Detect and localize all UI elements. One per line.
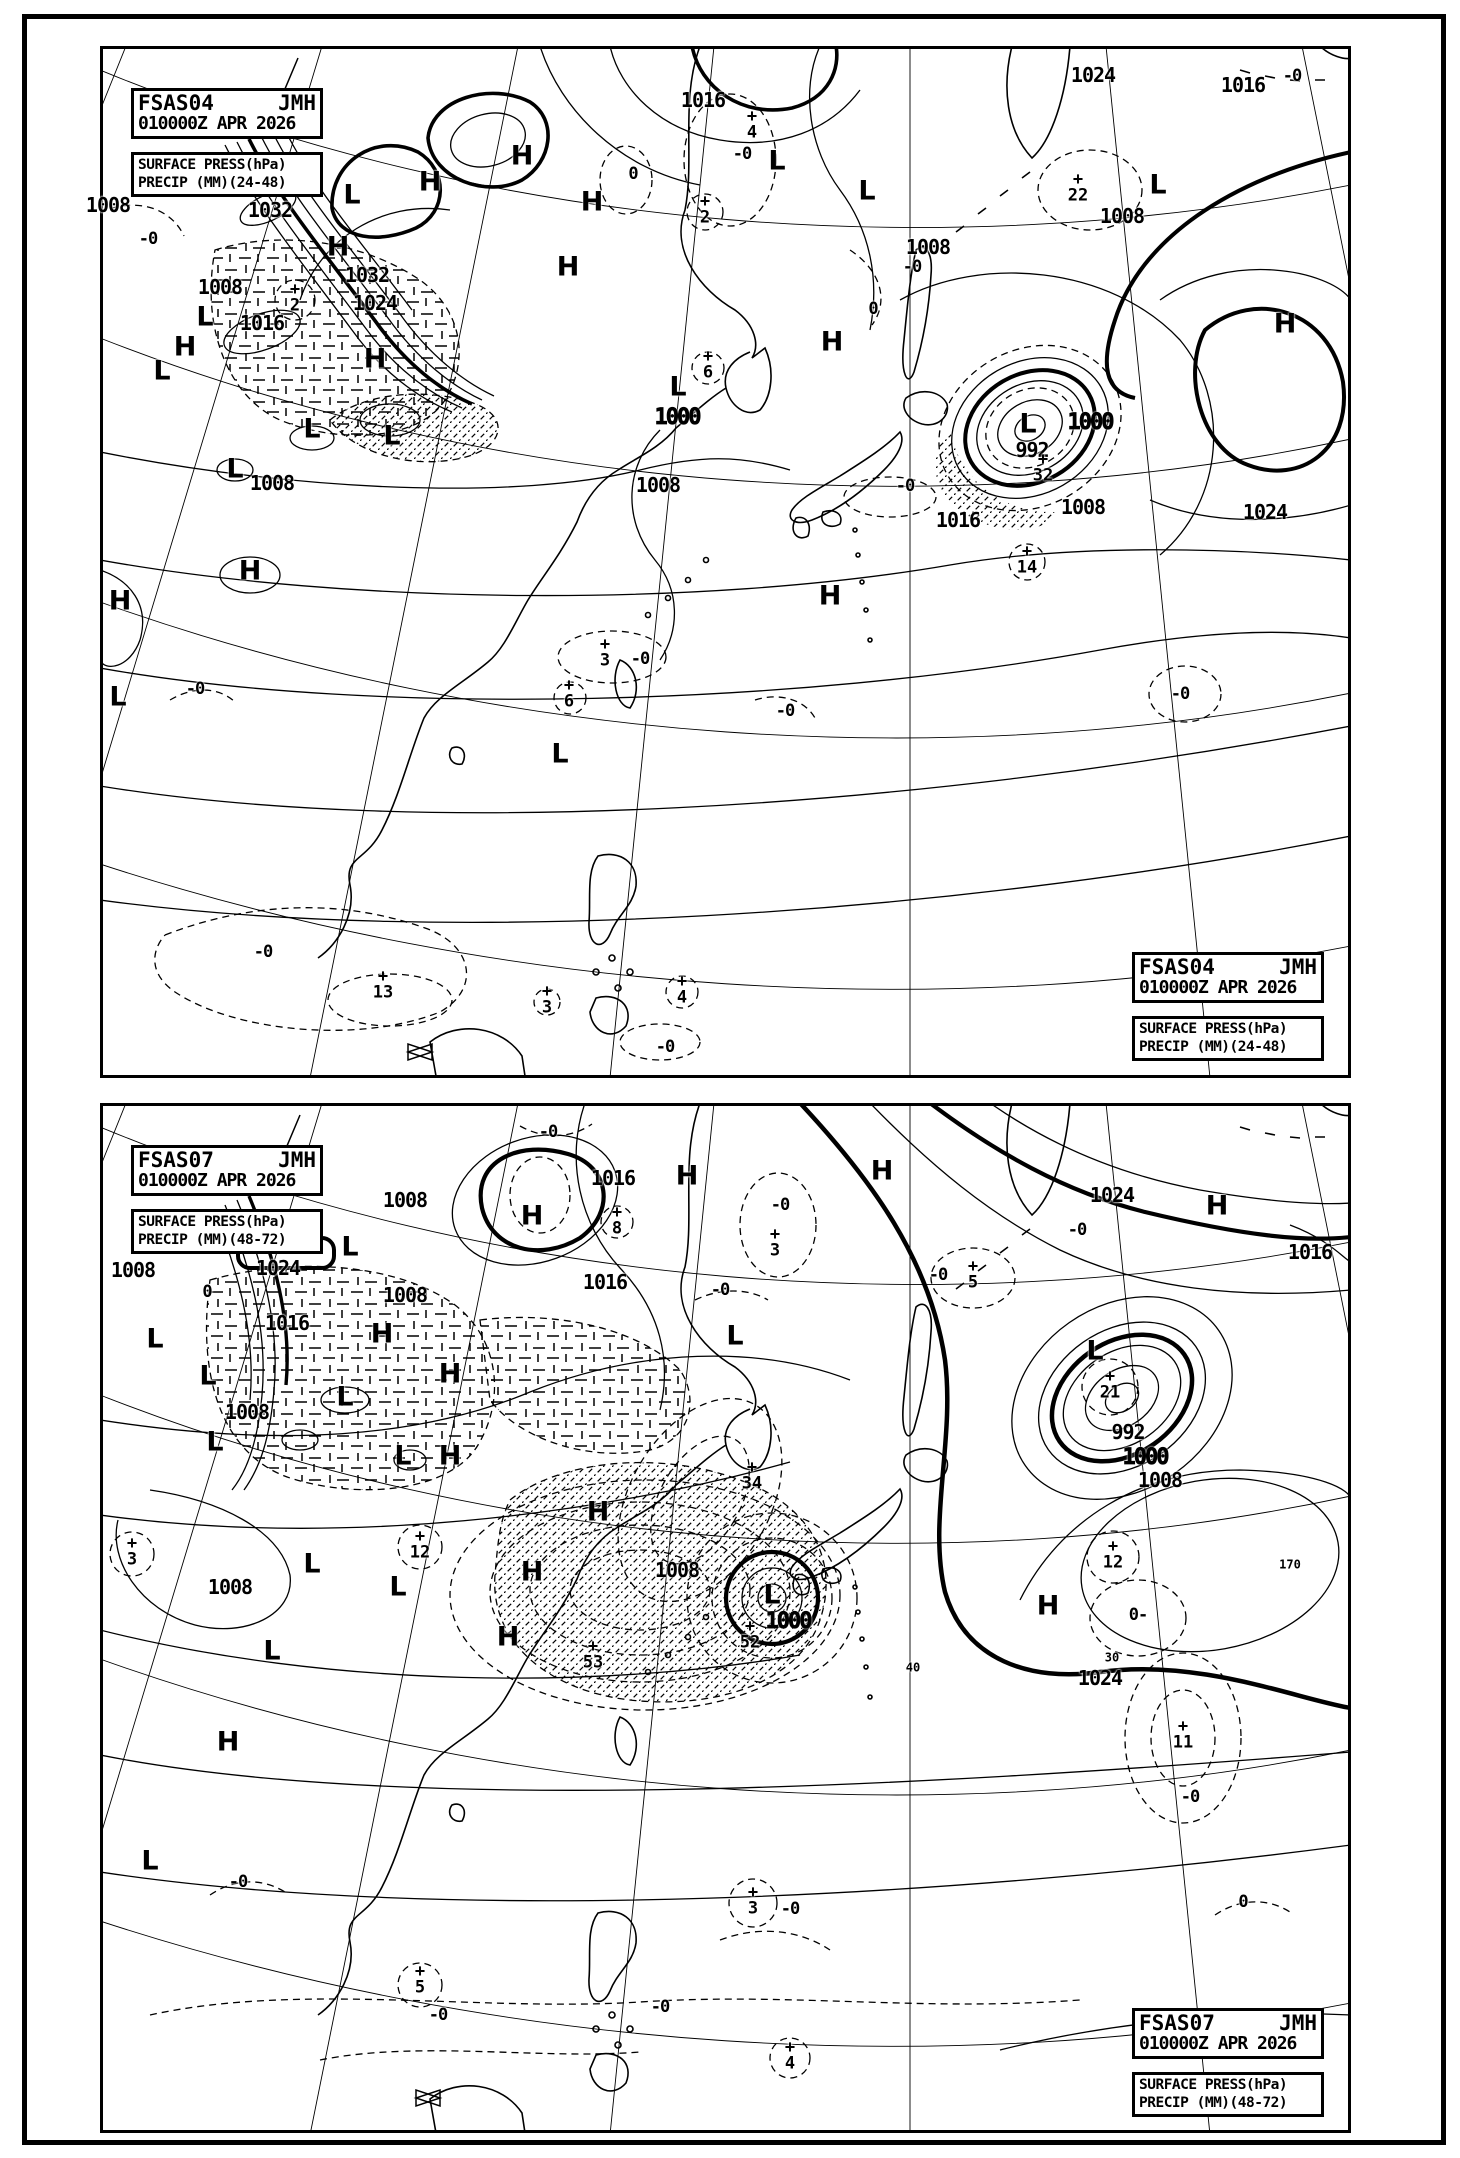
station-id: JMH xyxy=(278,1148,316,1172)
panel2-precip xyxy=(110,1124,1290,2078)
station-id: JMH xyxy=(1279,2011,1317,2035)
panel-fsas04 xyxy=(100,46,1351,1078)
station-id: JMH xyxy=(1279,955,1317,979)
panel1-marks xyxy=(282,58,432,1060)
panel2-map xyxy=(103,1106,1348,2130)
field-precip: PRECIP (MM)(48-72) xyxy=(1139,2095,1288,2112)
panel1-field-box: SURFACE PRESS(hPa) PRECIP (MM)(24-48) xyxy=(131,152,323,198)
panel1-title-box-br: FSAS04 JMH 010000Z APR 2026 xyxy=(1132,952,1324,1003)
field-press: SURFACE PRESS(hPa) xyxy=(1139,1021,1288,1037)
panel1-field-box-br: SURFACE PRESS(hPa) PRECIP (MM)(24-48) xyxy=(1132,1016,1324,1062)
chart-datetime: 010000Z APR 2026 xyxy=(138,113,296,135)
outer-frame xyxy=(22,14,1446,2145)
panel-fsas07 xyxy=(100,1103,1351,2133)
chart-datetime: 010000Z APR 2026 xyxy=(1139,977,1297,999)
panel2-field-box: SURFACE PRESS(hPa) PRECIP (MM)(48-72) xyxy=(131,1209,323,1255)
station-id: JMH xyxy=(278,91,316,115)
panel1-title-box: FSAS04 JMH 010000Z APR 2026 xyxy=(131,88,323,139)
panel2-title-box-br: FSAS07 JMH 010000Z APR 2026 xyxy=(1132,2008,1324,2059)
field-precip: PRECIP (MM)(24-48) xyxy=(138,175,287,192)
panel2-field-box-br: SURFACE PRESS(hPa) PRECIP (MM)(48-72) xyxy=(1132,2072,1324,2118)
panel2-marks xyxy=(284,1115,440,2106)
chart-id: FSAS07 xyxy=(138,1148,214,1172)
panel2-title-box: FSAS07 JMH 010000Z APR 2026 xyxy=(131,1145,323,1196)
bowtie-mark xyxy=(408,1044,432,1060)
bowtie-mark xyxy=(416,2090,440,2106)
field-precip: PRECIP (MM)(48-72) xyxy=(138,1232,287,1249)
field-press: SURFACE PRESS(hPa) xyxy=(1139,2077,1288,2093)
chart-datetime: 010000Z APR 2026 xyxy=(1139,2033,1297,2055)
chart-id: FSAS04 xyxy=(138,91,214,115)
panel1-map xyxy=(100,49,1348,1075)
field-precip: PRECIP (MM)(24-48) xyxy=(1139,1039,1288,1056)
chart-id: FSAS04 xyxy=(1139,955,1215,979)
field-press: SURFACE PRESS(hPa) xyxy=(138,157,287,173)
chart-datetime: 010000Z APR 2026 xyxy=(138,1170,296,1192)
chart-id: FSAS07 xyxy=(1139,2011,1215,2035)
panel1-precip xyxy=(100,94,1221,1060)
field-press: SURFACE PRESS(hPa) xyxy=(138,1214,287,1230)
